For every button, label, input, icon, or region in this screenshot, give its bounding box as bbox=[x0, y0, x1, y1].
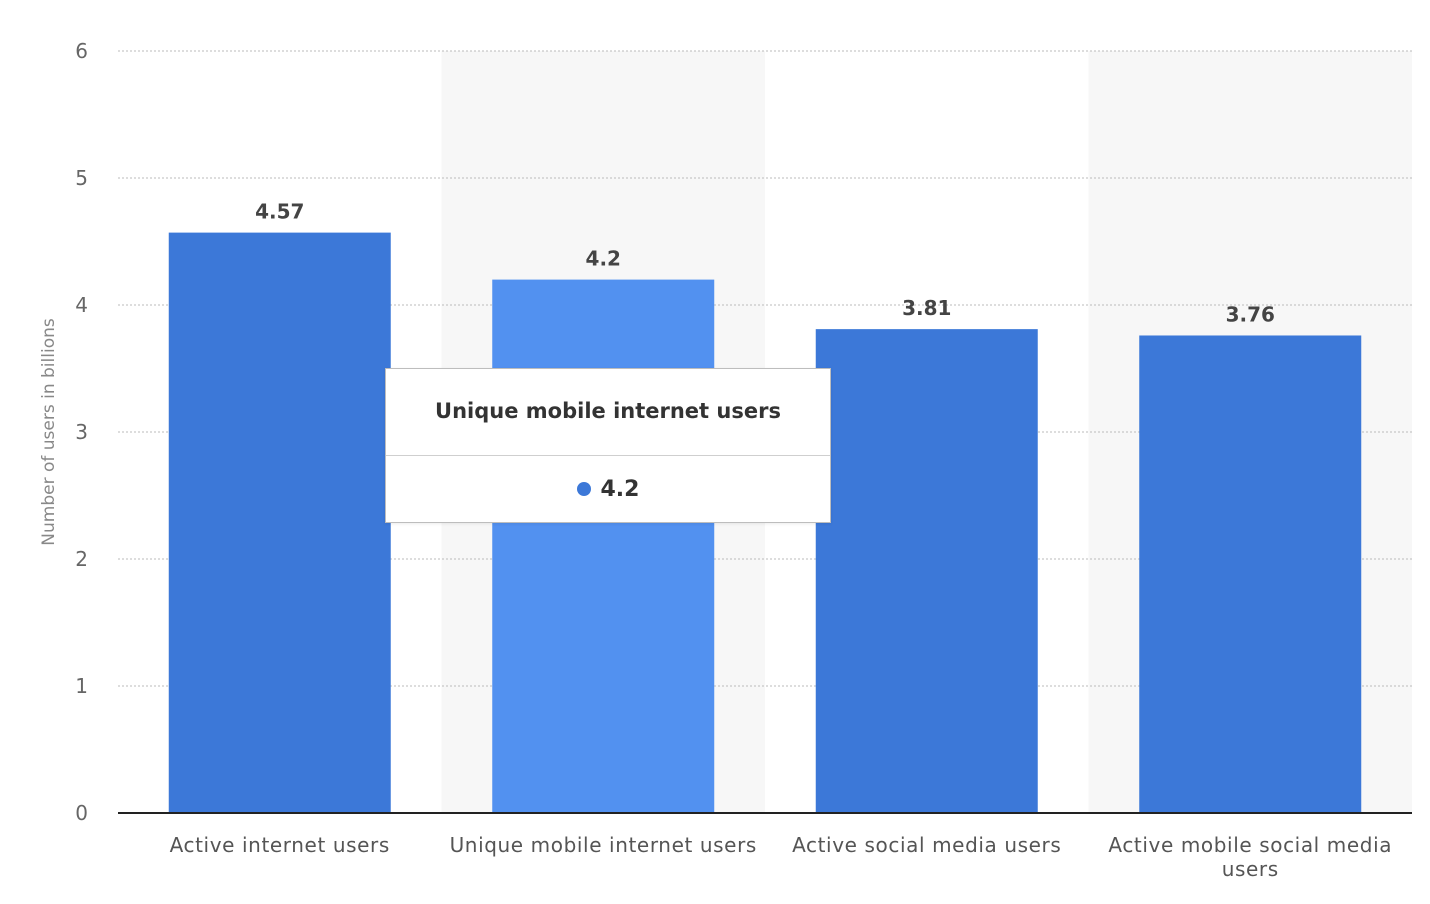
y-tick-label: 2 bbox=[75, 547, 88, 571]
data-label: 3.81 bbox=[902, 296, 951, 320]
bar[interactable] bbox=[492, 279, 715, 814]
bar[interactable] bbox=[168, 232, 391, 814]
x-category-label: Unique mobile internet users bbox=[450, 833, 757, 857]
y-axis-title: Number of users in billions bbox=[39, 318, 59, 546]
y-tick-label: 4 bbox=[75, 293, 88, 317]
tooltip-value: 4.2 bbox=[600, 476, 640, 502]
data-labels: 4.57 4.2 3.81 3.76 bbox=[255, 200, 1275, 327]
data-label: 3.76 bbox=[1226, 302, 1275, 326]
x-category-label: Active internet users bbox=[170, 833, 390, 857]
x-category-label: Active social media users bbox=[792, 833, 1061, 857]
tooltip-value-row: 4.2 bbox=[386, 456, 830, 522]
y-tick-label: 1 bbox=[75, 674, 88, 698]
y-axis-ticks: 0 1 2 3 4 5 6 bbox=[75, 39, 88, 825]
x-category-label: Active mobile social media users bbox=[1108, 833, 1392, 881]
bar[interactable] bbox=[815, 329, 1038, 813]
y-tick-label: 5 bbox=[75, 166, 88, 190]
tooltip: Unique mobile internet users 4.2 bbox=[385, 368, 831, 523]
data-label: 4.57 bbox=[255, 200, 304, 224]
y-tick-label: 3 bbox=[75, 420, 88, 444]
y-tick-label: 0 bbox=[75, 801, 88, 825]
bar[interactable] bbox=[1139, 335, 1362, 813]
data-label: 4.2 bbox=[586, 247, 621, 271]
tooltip-marker-dot bbox=[576, 482, 591, 496]
x-axis-categories: Active internet users Unique mobile inter… bbox=[170, 833, 1392, 881]
tooltip-title: Unique mobile internet users bbox=[435, 399, 781, 423]
y-tick-label: 6 bbox=[75, 39, 88, 63]
tooltip-divider bbox=[386, 455, 830, 456]
